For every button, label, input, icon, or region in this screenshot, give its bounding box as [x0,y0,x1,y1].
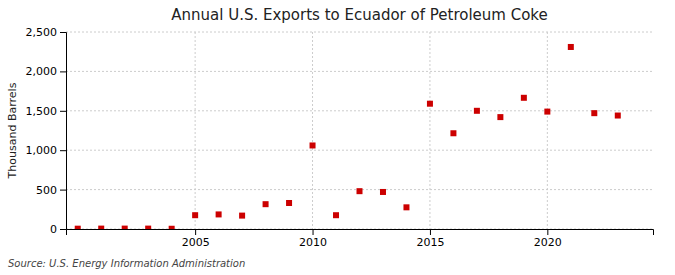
point [403,204,409,210]
grid [66,32,653,229]
y-tick-label: 1,000 [26,144,58,157]
y-tick-label: 0 [50,223,57,236]
x-tick-mark [195,229,196,235]
point [239,213,245,219]
source-note: Source: U.S. Energy Information Administ… [8,258,245,269]
y-grid-line [66,32,653,33]
point [98,226,104,229]
point [521,95,527,101]
chart-svg: 2005 2010 2015 2020 0 500 1,000 1,500 2,000 2,500… [0,0,675,275]
point [568,44,574,50]
y-tick: 1,000 [26,144,67,157]
x-grid-line [547,32,548,229]
y-grid-line [66,71,653,72]
x-tick-label: 2010 [299,236,327,249]
point [615,113,621,119]
point [310,142,316,148]
y-axis-line [60,33,67,230]
y-tick-label: 2,000 [26,65,58,78]
x-tick-label: 2005 [182,236,210,249]
y-tick-mark [60,71,66,72]
y-tick-mark [60,190,66,191]
point [75,226,81,229]
x-tick: 2015 [416,229,444,249]
x-axis-line [67,230,654,236]
x-tick-mark [547,229,548,235]
chart-container: 2005 2010 2015 2020 0 500 1,000 1,500 2,000 2,500… [0,0,675,275]
point [286,200,292,206]
y-grid-line [66,110,653,111]
y-tick: 2,500 [26,26,67,39]
y-tick-mark [60,32,66,33]
point [122,226,128,229]
y-axis-title: Thousand Barrels [6,82,19,179]
x-axis: 2005 2010 2015 2020 [67,229,654,249]
title: Annual U.S. Exports to Ecuador of Petrol… [171,6,547,24]
point [474,108,480,114]
y-tick: 500 [36,184,66,197]
point [169,226,175,229]
point [357,188,363,194]
x-tick: 2010 [299,229,327,249]
y-tick-label: 1,500 [26,105,58,118]
point [450,130,456,136]
point [380,189,386,195]
point [544,109,550,115]
points [75,44,621,229]
point [497,114,503,120]
point [427,101,433,107]
y-axis: 0 500 1,000 1,500 2,000 2,500 [26,26,67,236]
point [145,226,151,229]
y-tick-label: 2,500 [26,26,58,39]
x-tick: 2005 [182,229,210,249]
y-tick-mark [60,150,66,151]
y-tick: 2,000 [26,65,67,78]
point [591,110,597,116]
x-tick: 2020 [534,229,562,249]
y-grid-line [66,150,653,151]
y-tick-mark [60,229,66,230]
point [192,212,198,218]
x-tick-label: 2015 [416,236,444,249]
x-tick-mark [430,229,431,235]
y-tick: 0 [50,223,66,236]
y-tick-label: 500 [36,184,57,197]
y-tick: 1,500 [26,105,67,118]
plot-area: 2005 2010 2015 2020 0 500 1,000 1,500 2,000 2,500 [26,26,654,249]
x-tick-label: 2020 [534,236,562,249]
point [216,211,222,217]
x-tick-mark [313,229,314,235]
x-grid-line [195,32,196,229]
x-grid-line [429,32,430,229]
y-tick-mark [60,111,66,112]
x-grid-line [312,32,313,229]
point [333,212,339,218]
point [263,201,269,207]
